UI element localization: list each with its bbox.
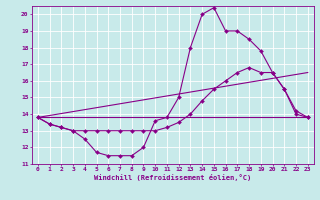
X-axis label: Windchill (Refroidissement éolien,°C): Windchill (Refroidissement éolien,°C) <box>94 174 252 181</box>
